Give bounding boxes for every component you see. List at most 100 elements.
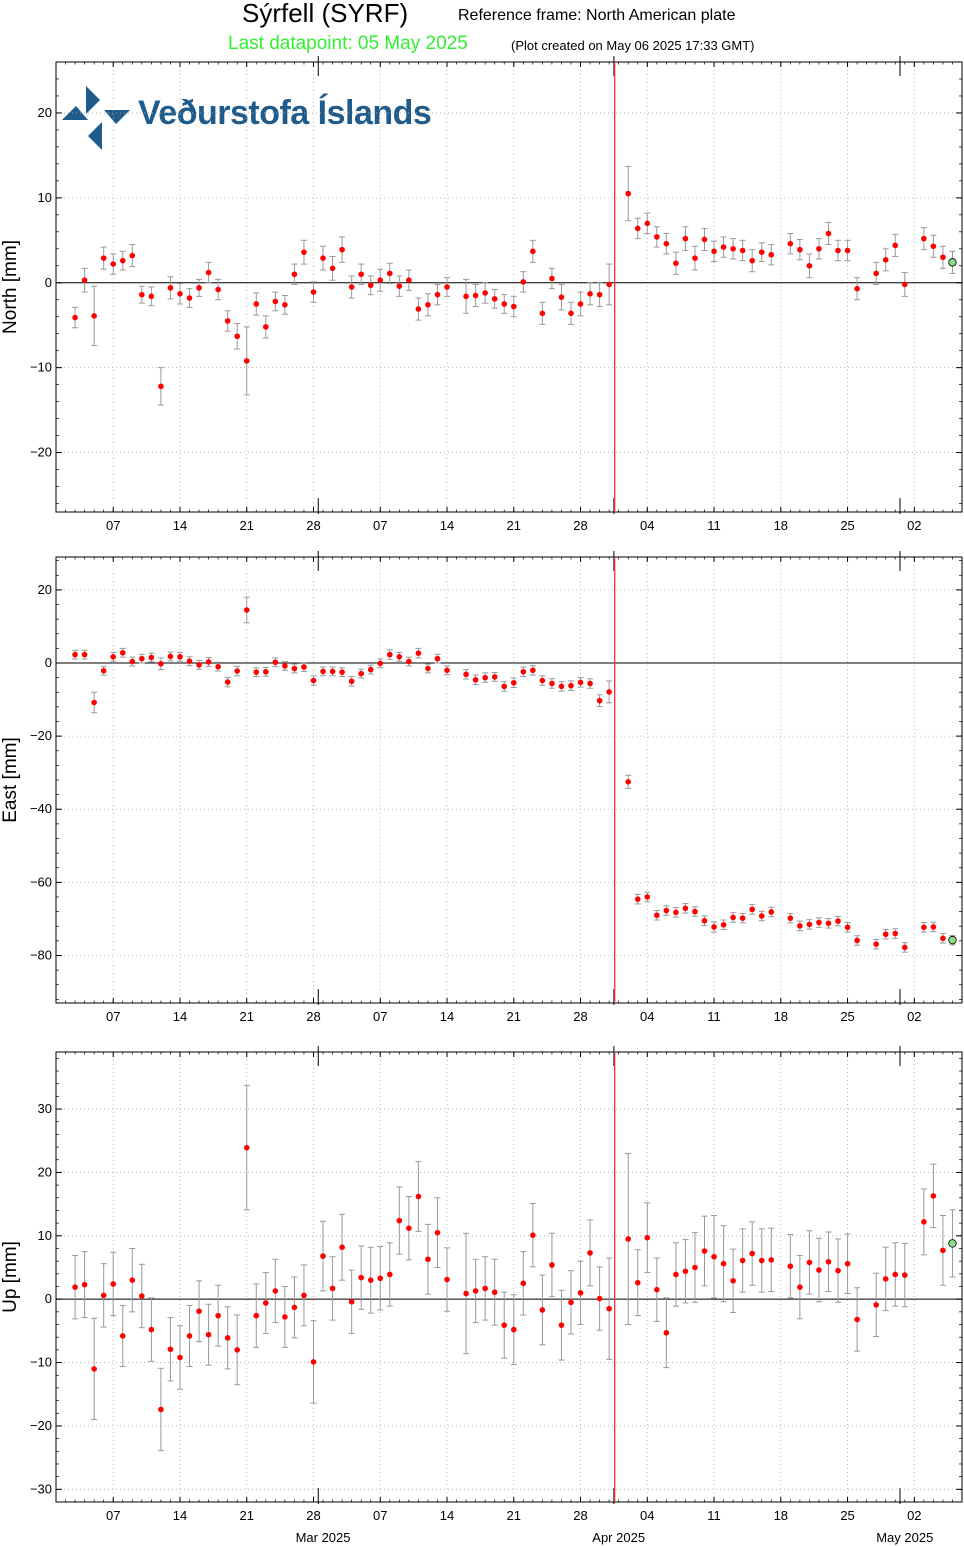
data-point	[243, 607, 250, 613]
data-point	[272, 1288, 279, 1294]
data-point	[234, 1347, 240, 1353]
data-point	[243, 1144, 250, 1151]
data-point	[358, 670, 364, 677]
data-point	[873, 270, 879, 277]
data-point	[301, 1292, 307, 1299]
data-point	[654, 912, 660, 919]
y-tick-label: 20	[38, 582, 52, 597]
data-point	[148, 293, 155, 300]
x-tick-label: 28	[573, 1508, 587, 1523]
data-point	[539, 677, 546, 684]
x-tick-label: 11	[707, 518, 721, 533]
data-point	[634, 225, 641, 232]
data-point	[530, 248, 536, 255]
data-point	[310, 289, 317, 295]
data-point	[291, 665, 298, 672]
data-point	[816, 919, 822, 926]
data-point	[644, 1234, 651, 1241]
data-point	[205, 1331, 212, 1338]
data-point	[148, 1326, 155, 1333]
y-axis-label: North [mm]	[0, 240, 21, 334]
month-label: May 2025	[876, 1530, 933, 1545]
y-tick-label: 10	[38, 190, 52, 205]
data-point	[882, 1276, 889, 1282]
data-point	[339, 1244, 345, 1251]
data-point	[549, 1262, 555, 1268]
data-point	[558, 294, 565, 300]
data-point	[329, 265, 336, 272]
data-point	[463, 671, 469, 678]
data-point	[196, 662, 202, 668]
data-point	[72, 1284, 78, 1290]
data-point	[158, 383, 164, 390]
data-point	[787, 1263, 794, 1270]
y-tick-label: 0	[45, 275, 52, 290]
data-point	[806, 262, 813, 269]
vedurstofa-logo-icon	[62, 86, 130, 150]
data-point	[520, 279, 527, 285]
data-point	[377, 277, 384, 284]
data-point	[282, 1314, 288, 1320]
data-point	[386, 270, 393, 277]
x-tick-label: 04	[640, 1009, 654, 1024]
data-point	[577, 1290, 584, 1296]
data-point	[100, 255, 107, 261]
data-point	[682, 235, 689, 242]
data-point	[758, 913, 765, 919]
y-tick-label: −10	[30, 1355, 52, 1370]
data-point	[167, 285, 174, 291]
panel-frame	[55, 1051, 963, 1503]
data-point	[510, 679, 517, 686]
data-point	[129, 252, 136, 259]
data-point	[568, 682, 574, 689]
data-point	[425, 302, 431, 308]
data-point	[711, 1253, 717, 1260]
data-point	[205, 659, 212, 665]
data-point	[634, 1279, 641, 1286]
x-tick-label: 28	[573, 518, 587, 533]
data-point	[692, 1264, 698, 1271]
data-point	[587, 1250, 593, 1256]
data-point	[549, 275, 555, 282]
data-point	[577, 301, 584, 307]
data-point	[482, 1285, 488, 1292]
x-tick-label: 21	[507, 518, 521, 533]
data-point	[243, 358, 250, 364]
data-point	[921, 1219, 927, 1225]
data-point	[758, 1257, 765, 1264]
data-point	[854, 937, 860, 944]
data-point	[558, 1322, 565, 1328]
x-tick-label: 25	[840, 518, 854, 533]
data-point	[930, 1193, 937, 1199]
data-point	[663, 1329, 670, 1336]
data-point	[892, 930, 899, 937]
x-tick-label: 11	[707, 1009, 721, 1024]
data-point	[329, 668, 336, 675]
data-point	[406, 658, 412, 665]
x-tick-label: 07	[373, 1508, 387, 1523]
x-tick-label: 14	[173, 1508, 187, 1523]
data-point	[720, 244, 727, 250]
x-tick-label: 07	[373, 518, 387, 533]
data-point	[520, 1280, 527, 1287]
data-point	[787, 915, 794, 921]
data-point	[320, 255, 326, 261]
x-tick-label: 14	[440, 1009, 454, 1024]
data-point	[472, 1288, 479, 1294]
data-point	[482, 674, 488, 681]
data-point	[367, 1277, 374, 1283]
data-point	[654, 1286, 660, 1293]
data-point	[253, 669, 260, 675]
data-point	[539, 1307, 546, 1313]
y-axis-label: East [mm]	[0, 737, 21, 823]
data-point	[921, 235, 927, 242]
data-point	[568, 310, 574, 317]
data-point	[644, 894, 651, 900]
y-tick-label: −60	[30, 874, 52, 889]
data-point	[892, 1271, 899, 1278]
x-tick-label: 25	[840, 1508, 854, 1523]
x-tick-label: 18	[774, 1508, 788, 1523]
x-tick-label: 21	[240, 1009, 254, 1024]
data-point	[606, 1305, 612, 1312]
data-point	[749, 906, 755, 913]
